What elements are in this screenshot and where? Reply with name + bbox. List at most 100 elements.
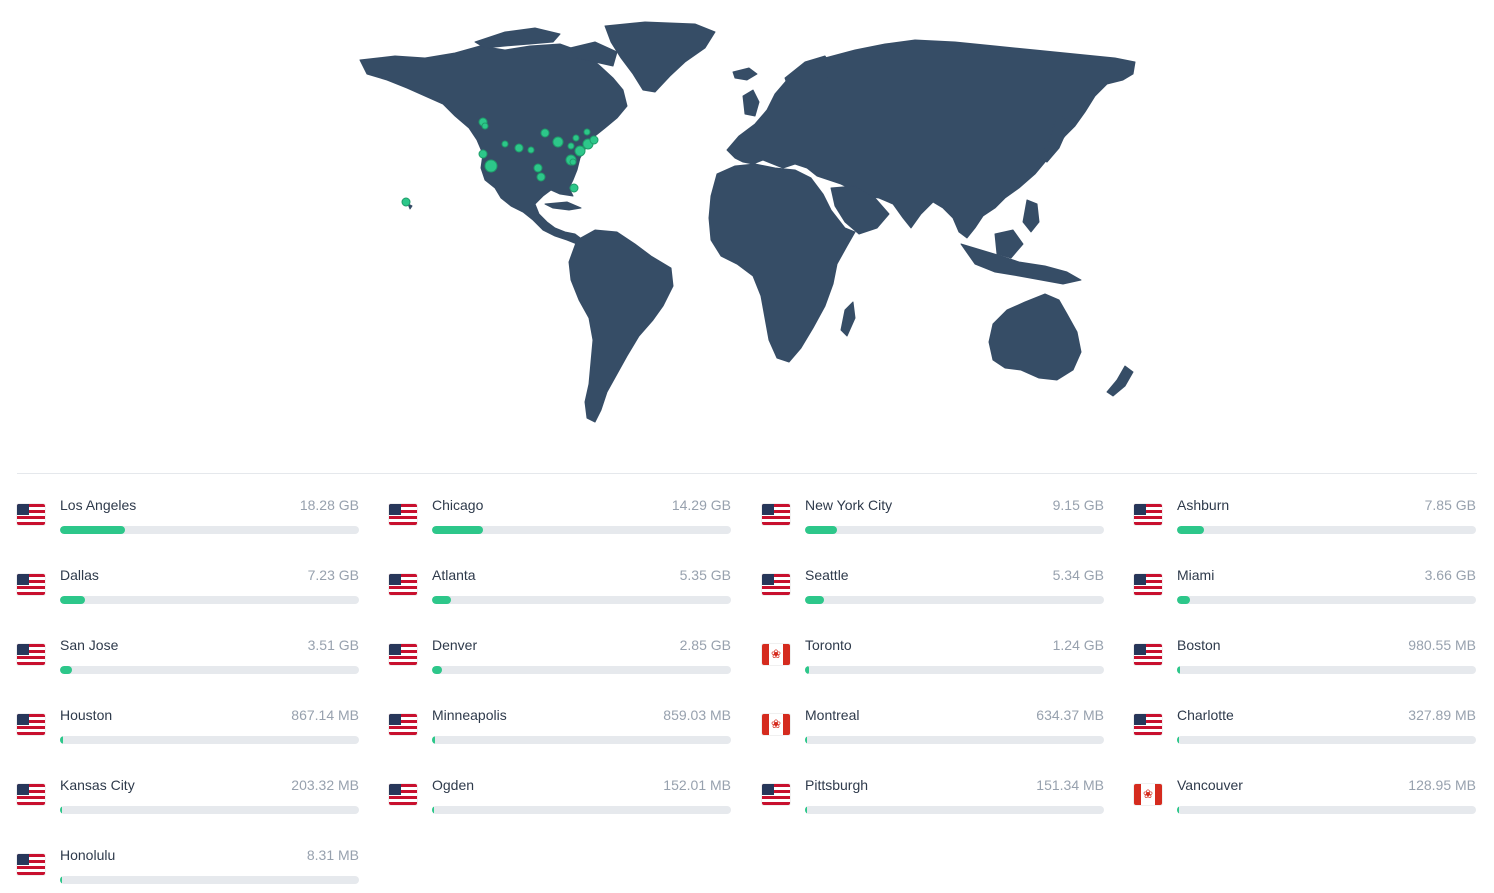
traffic-bar-fill	[432, 806, 434, 814]
traffic-bar-fill	[805, 666, 810, 674]
city-traffic-value: 203.32 MB	[291, 777, 359, 793]
traffic-bar-track	[60, 596, 359, 604]
city-row: Dallas 7.23 GB	[17, 560, 359, 612]
map-marker[interactable]	[527, 146, 535, 154]
us-flag-icon	[762, 784, 790, 805]
map-marker[interactable]	[484, 159, 498, 173]
map-marker[interactable]	[481, 122, 489, 130]
traffic-bar-fill	[1177, 806, 1179, 814]
uk-shape	[742, 89, 760, 117]
city-traffic-value: 980.55 MB	[1408, 637, 1476, 653]
map-marker[interactable]	[569, 183, 579, 193]
city-traffic-value: 152.01 MB	[663, 777, 731, 793]
traffic-bar-track	[1177, 806, 1476, 814]
maple-leaf-icon: ❀	[770, 717, 782, 731]
city-row: Atlanta 5.35 GB	[389, 560, 731, 612]
traffic-bar-fill	[60, 806, 62, 814]
map-marker[interactable]	[401, 197, 411, 207]
traffic-bar-fill	[432, 596, 451, 604]
greenland-shape	[604, 21, 716, 93]
traffic-bar-fill	[60, 736, 63, 744]
traffic-bar-fill	[60, 596, 86, 604]
map-marker[interactable]	[536, 172, 546, 182]
traffic-bar-fill	[432, 666, 442, 674]
map-marker[interactable]	[540, 128, 550, 138]
traffic-bar-fill	[805, 806, 807, 814]
traffic-bar-track	[805, 736, 1104, 744]
us-flag-icon	[762, 504, 790, 525]
city-name: Kansas City	[60, 777, 135, 793]
traffic-bar-track	[1177, 666, 1476, 674]
traffic-bar-track	[432, 666, 731, 674]
maple-leaf-icon: ❀	[770, 647, 782, 661]
traffic-bar-fill	[60, 666, 72, 674]
africa-shape	[708, 163, 856, 363]
indonesia-shape	[960, 243, 1082, 285]
city-row: ❀ Toronto 1.24 GB	[762, 630, 1104, 682]
city-traffic-value: 634.37 MB	[1036, 707, 1104, 723]
canada-flag-icon: ❀	[762, 644, 790, 665]
map-marker[interactable]	[569, 158, 577, 166]
city-row: Kansas City 203.32 MB	[17, 770, 359, 822]
city-row: Pittsburgh 151.34 MB	[762, 770, 1104, 822]
city-name: Minneapolis	[432, 707, 507, 723]
city-name: Houston	[60, 707, 113, 723]
map-marker[interactable]	[589, 135, 599, 145]
map-marker[interactable]	[533, 163, 543, 173]
caribbean-shape	[544, 201, 582, 211]
us-flag-icon	[17, 574, 45, 595]
map-marker[interactable]	[501, 140, 509, 148]
city-row: Los Angeles 18.28 GB	[17, 490, 359, 542]
traffic-bar-track	[60, 526, 359, 534]
maple-leaf-icon: ❀	[1142, 787, 1154, 801]
us-flag-icon	[1134, 714, 1162, 735]
city-name: San Jose	[60, 637, 119, 653]
city-name: Seattle	[805, 567, 849, 583]
us-flag-icon	[17, 644, 45, 665]
city-traffic-value: 9.15 GB	[1052, 497, 1104, 513]
traffic-bar-fill	[805, 596, 824, 604]
traffic-bar-track	[60, 666, 359, 674]
map-marker[interactable]	[552, 136, 564, 148]
city-row: ❀ Montreal 634.37 MB	[762, 700, 1104, 752]
map-marker[interactable]	[574, 145, 586, 157]
us-flag-icon	[389, 714, 417, 735]
traffic-bar-fill	[1177, 596, 1190, 604]
city-name: Boston	[1177, 637, 1221, 653]
traffic-bar-fill	[60, 876, 62, 884]
city-traffic-value: 8.31 MB	[306, 847, 359, 863]
world-map-svg	[359, 21, 1136, 423]
traffic-bar-track	[60, 806, 359, 814]
city-row: New York City 9.15 GB	[762, 490, 1104, 542]
traffic-bar-track	[805, 806, 1104, 814]
map-marker[interactable]	[478, 149, 488, 159]
city-row: Ashburn 7.85 GB	[1134, 490, 1476, 542]
city-name: Vancouver	[1177, 777, 1243, 793]
city-traffic-value: 1.24 GB	[1052, 637, 1104, 653]
city-name: Honolulu	[60, 847, 116, 863]
city-row: Denver 2.85 GB	[389, 630, 731, 682]
city-traffic-value: 3.66 GB	[1424, 567, 1476, 583]
city-name: Denver	[432, 637, 478, 653]
new-zealand-shape	[1106, 365, 1134, 397]
us-flag-icon	[17, 504, 45, 525]
map-marker[interactable]	[567, 142, 575, 150]
arctic-islands-shape	[474, 27, 561, 49]
us-flag-icon	[17, 784, 45, 805]
city-traffic-value: 327.89 MB	[1408, 707, 1476, 723]
philippines-shape	[1022, 199, 1040, 233]
map-marker[interactable]	[572, 134, 580, 142]
traffic-bar-fill	[1177, 666, 1181, 674]
city-name: Montreal	[805, 707, 860, 723]
baffin-shape	[569, 41, 618, 67]
city-markers	[401, 117, 599, 207]
map-marker[interactable]	[583, 128, 591, 136]
us-flag-icon	[1134, 644, 1162, 665]
city-traffic-value: 3.51 GB	[307, 637, 359, 653]
city-name: Los Angeles	[60, 497, 137, 513]
canada-flag-icon: ❀	[1134, 784, 1162, 805]
city-traffic-value: 2.85 GB	[679, 637, 731, 653]
traffic-bar-fill	[1177, 736, 1179, 744]
traffic-bar-fill	[432, 526, 484, 534]
map-marker[interactable]	[514, 143, 524, 153]
